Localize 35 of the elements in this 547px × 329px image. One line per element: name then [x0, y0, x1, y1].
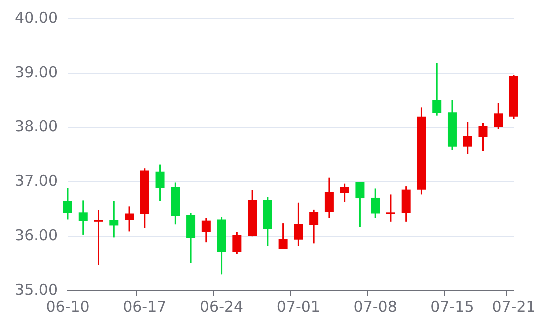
y-tick-label: 39.00 — [15, 63, 58, 82]
x-tick-label: 06-24 — [200, 298, 244, 316]
candlestick — [324, 177, 334, 219]
x-tick-label: 07-01 — [276, 298, 320, 316]
candlestick — [232, 232, 242, 255]
y-tick-label: 36.00 — [15, 226, 58, 244]
candlestick — [186, 212, 196, 264]
candlestick — [494, 102, 504, 130]
candlestick — [202, 217, 211, 244]
candlestick — [356, 181, 365, 228]
y-tick-label: 35.00 — [15, 280, 58, 299]
candlestick — [278, 222, 288, 250]
candlestick — [386, 194, 396, 223]
y-tick-label: 37.00 — [15, 172, 58, 190]
y-tick-label: 40.00 — [15, 8, 58, 27]
candlestick — [125, 206, 134, 232]
candlestick — [371, 188, 380, 219]
candlestick — [64, 187, 72, 220]
x-tick-label: 07-08 — [354, 298, 398, 316]
x-tick-label: 06-10 — [46, 298, 90, 316]
x-tick-label: 07-21 — [492, 298, 536, 316]
candlestick — [463, 122, 472, 156]
candlestick — [156, 164, 165, 202]
x-tick-label: 06-17 — [123, 298, 167, 316]
candlestick — [78, 200, 88, 236]
candlestick — [110, 200, 119, 238]
candlestick — [310, 209, 319, 244]
x-tick-label: 07-15 — [430, 298, 474, 316]
candlestick — [340, 183, 350, 204]
candlestick — [294, 202, 304, 248]
candlestick — [478, 122, 488, 152]
y-tick-label: 38.00 — [15, 118, 58, 136]
candlestick — [432, 62, 442, 117]
candlestick — [402, 186, 411, 223]
candlestick — [94, 210, 104, 266]
